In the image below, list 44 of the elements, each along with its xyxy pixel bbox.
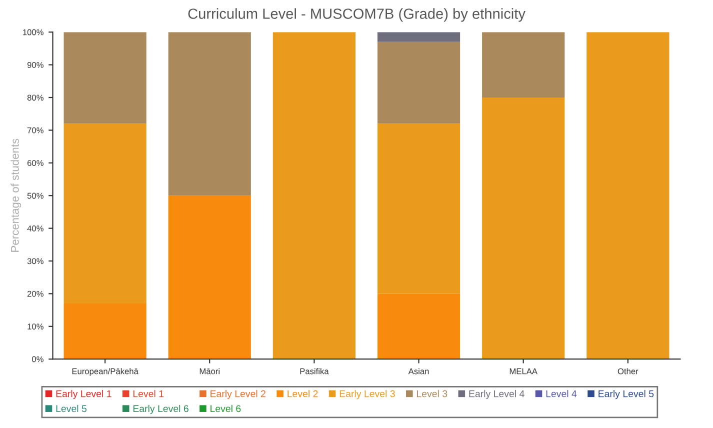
y-tick-label: 50% xyxy=(27,192,44,199)
legend-label: Early Level 1 xyxy=(56,390,112,400)
bar xyxy=(377,32,460,42)
bar xyxy=(377,42,460,124)
legend-label: Level 1 xyxy=(133,390,164,398)
x-tick-label: European/Pākehā xyxy=(72,368,138,376)
x-tick-label: MELAA xyxy=(510,368,538,374)
x-tick-label: Māori xyxy=(200,368,220,374)
legend-label: Early Level 4 xyxy=(469,390,524,400)
legend-label: Level 3 xyxy=(417,390,448,398)
bar xyxy=(64,124,146,304)
y-tick-label: 10% xyxy=(28,324,44,330)
y-axis-title: Percentage of students xyxy=(10,138,22,252)
legend-label: Early Level 2 xyxy=(210,390,266,400)
chart-title: Curriculum Level - MUSCOM7B (Grade) by ethnicity xyxy=(188,8,526,22)
bar xyxy=(168,196,251,360)
y-tick-label: 70% xyxy=(27,127,44,134)
y-tick-label: 60% xyxy=(27,160,44,166)
bar xyxy=(168,32,251,196)
y-tick-label: 40% xyxy=(27,225,44,232)
legend-label: Level 6 xyxy=(210,404,241,412)
y-tick-label: 0% xyxy=(32,356,44,362)
y-tick-label: 20% xyxy=(27,290,44,297)
legend-label: Early Level 5 xyxy=(598,390,654,400)
bar xyxy=(272,32,356,360)
x-tick-label: Other xyxy=(618,368,638,374)
bar xyxy=(482,32,565,98)
legend-label: Level 2 xyxy=(288,390,318,398)
legend-label: Level 5 xyxy=(56,404,86,412)
bar xyxy=(64,32,146,124)
legend-label: Early Level 6 xyxy=(133,404,188,414)
bar xyxy=(586,32,670,360)
legend-label: Early Level 3 xyxy=(340,390,395,400)
y-tick-label: 100% xyxy=(23,29,44,36)
y-tick-label: 30% xyxy=(27,258,44,264)
x-tick-label: Pasifika xyxy=(300,368,329,374)
x-tick-label: Asian xyxy=(408,368,429,374)
bar xyxy=(377,124,460,294)
y-tick-label: 80% xyxy=(27,94,44,101)
bar xyxy=(482,98,565,360)
y-tick-label: 90% xyxy=(27,62,44,68)
bar xyxy=(64,304,146,360)
legend-label: Level 4 xyxy=(546,390,577,398)
bar xyxy=(377,294,460,360)
